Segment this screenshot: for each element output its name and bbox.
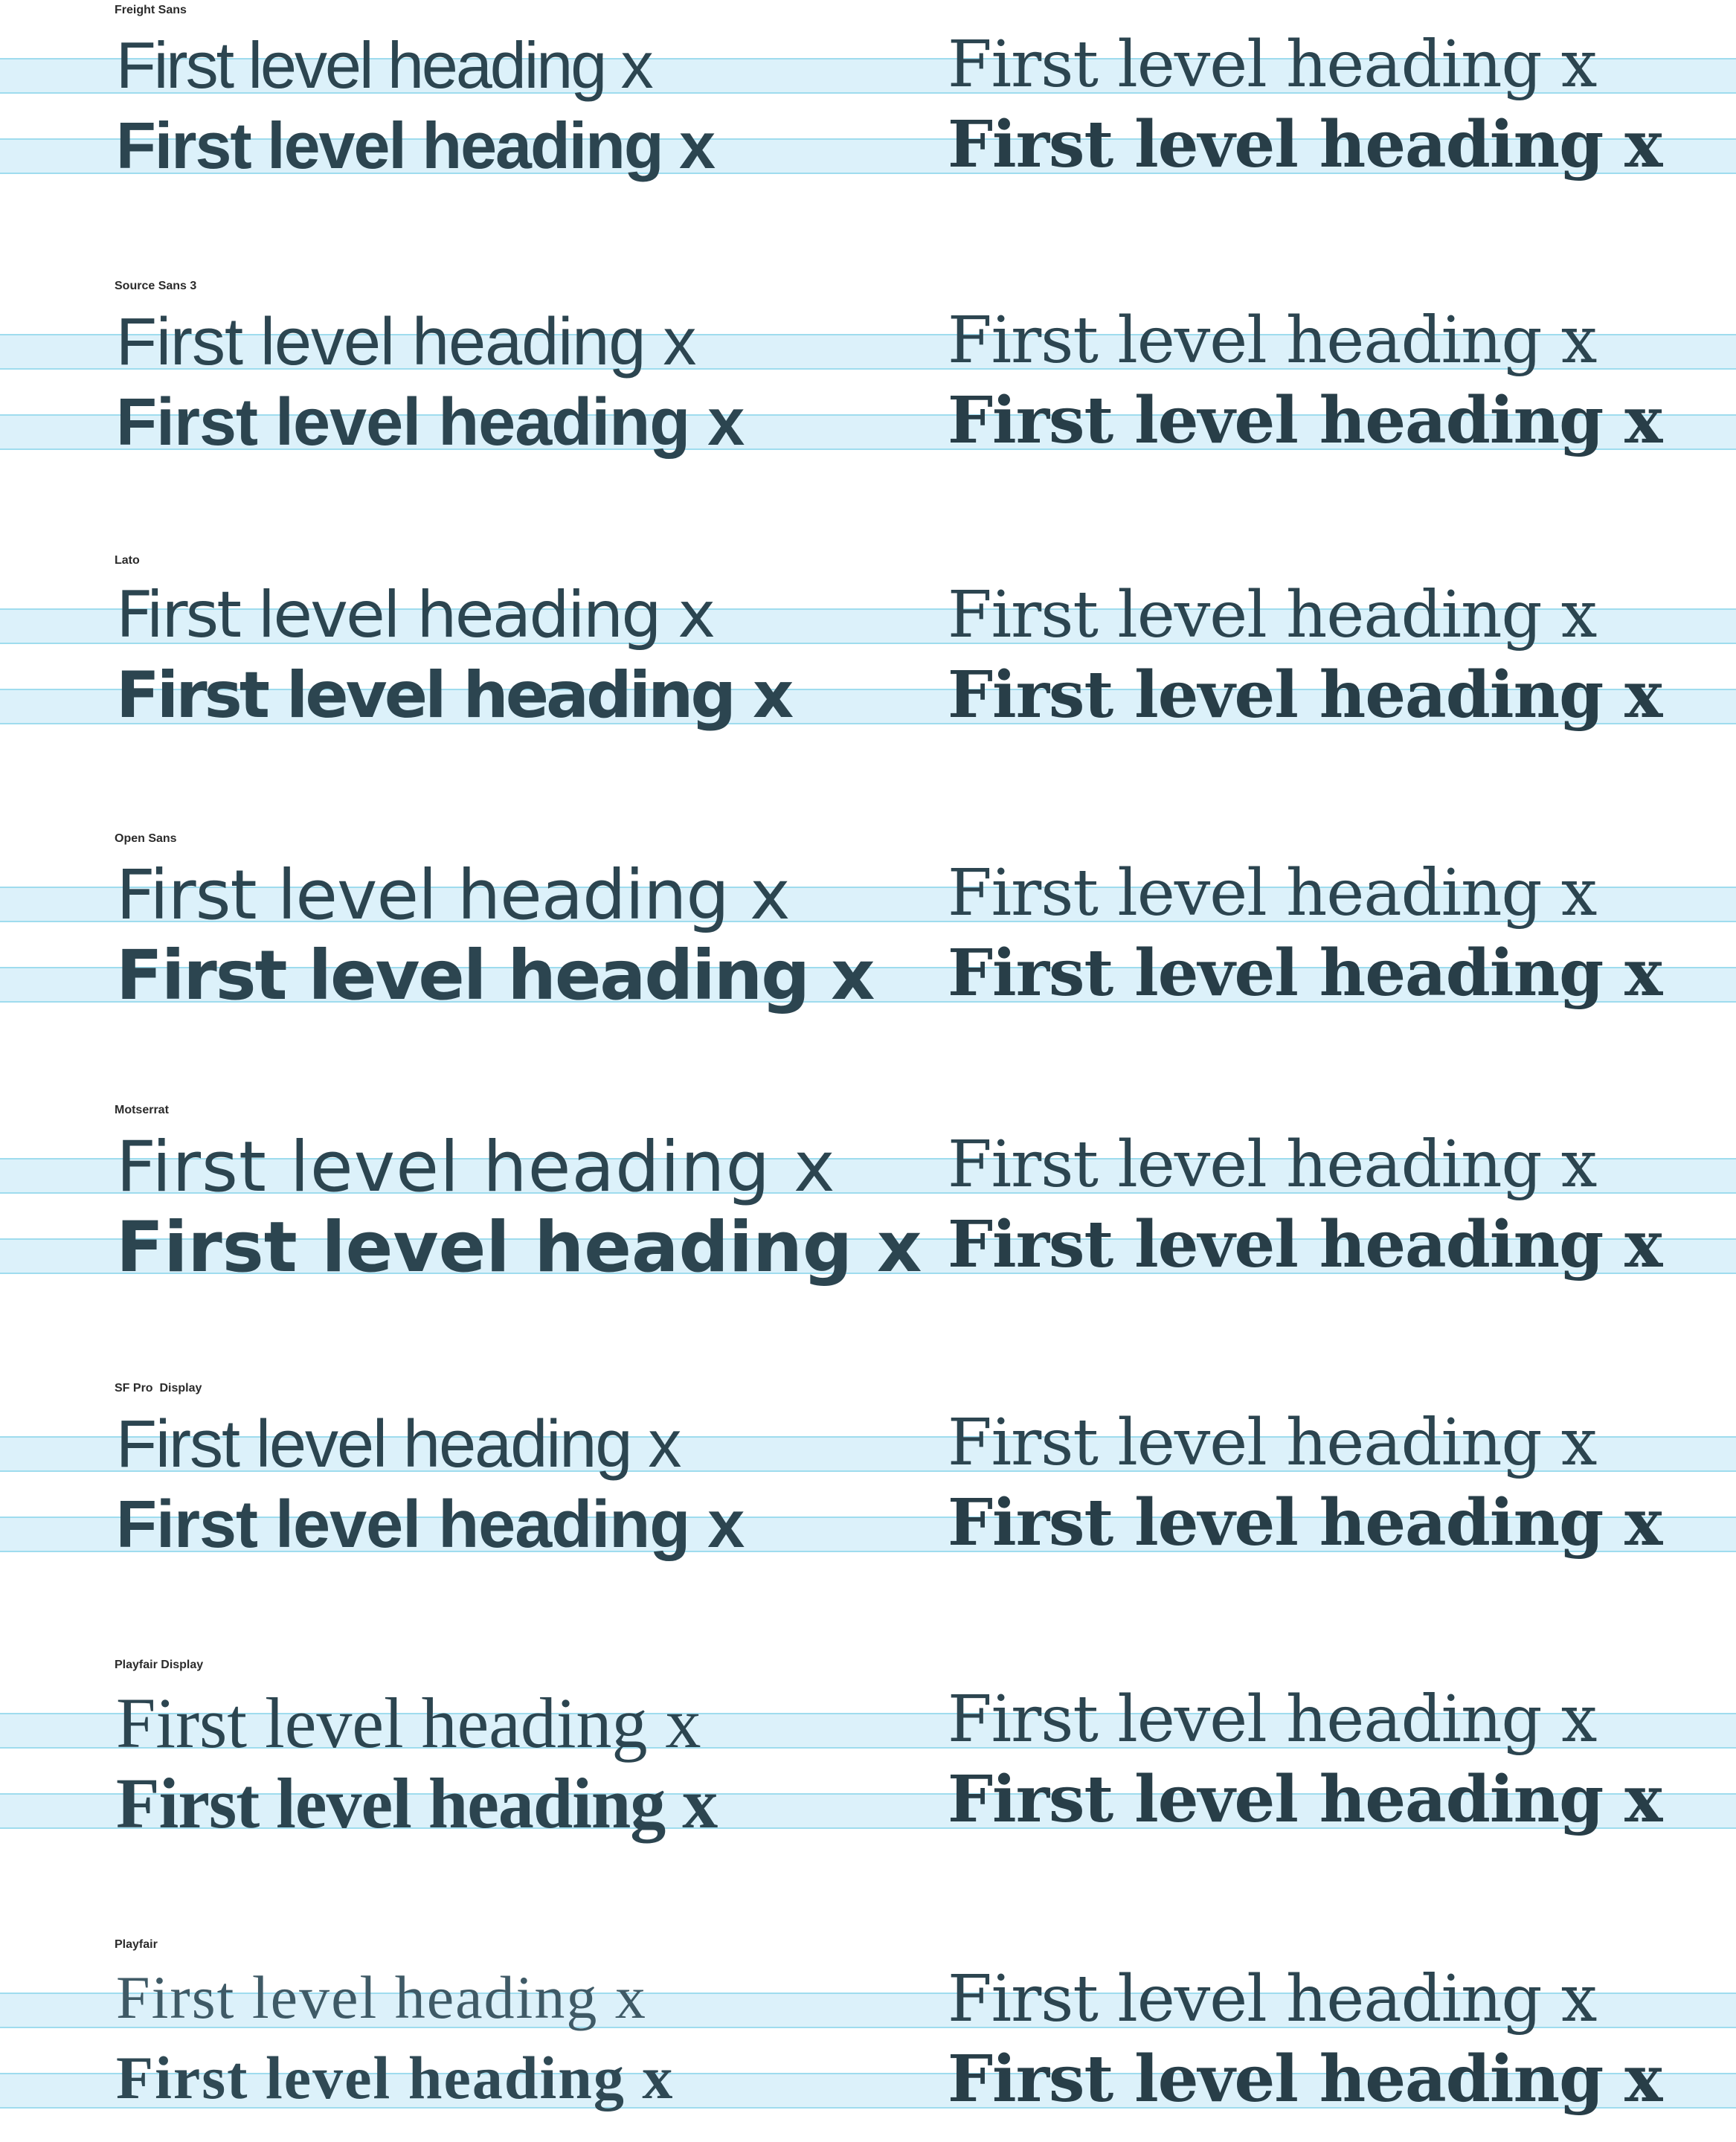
baseline-band <box>0 1436 1736 1472</box>
sample-heading-bold: First level heading x <box>116 1763 718 1843</box>
font-name-label: Playfair Display <box>115 1659 204 1671</box>
reference-heading-regular: First level heading x <box>948 28 1597 102</box>
font-section-open-sans: Open Sans First level heading x First le… <box>0 829 1736 1105</box>
reference-heading-regular: First level heading x <box>948 1682 1597 1757</box>
baseline-band <box>0 414 1736 450</box>
baseline-band <box>0 2073 1736 2109</box>
baseline-band <box>0 1517 1736 1552</box>
baseline-band <box>0 1238 1736 1274</box>
baseline-band <box>0 608 1736 644</box>
baseline-band <box>0 138 1736 174</box>
sample-heading-bold: First level heading x <box>116 109 716 182</box>
reference-heading-bold: First level heading x <box>948 383 1662 458</box>
sample-heading-regular: First level heading x <box>116 305 696 379</box>
sample-heading-regular: First level heading x <box>116 1964 647 2031</box>
sample-heading-bold: First level heading x <box>116 2044 675 2112</box>
reference-heading-bold: First level heading x <box>948 107 1662 182</box>
font-section-source-sans-3: Source Sans 3 First level heading x Firs… <box>0 276 1736 553</box>
font-name-label: Source Sans 3 <box>115 280 197 292</box>
reference-heading-bold: First level heading x <box>948 657 1662 733</box>
reference-heading-bold: First level heading x <box>948 2042 1662 2117</box>
reference-heading-regular: First level heading x <box>948 1128 1597 1202</box>
sample-heading-regular: First level heading x <box>116 28 654 102</box>
baseline-band <box>0 1713 1736 1749</box>
sample-heading-bold: First level heading x <box>116 658 794 733</box>
sample-heading-bold: First level heading x <box>116 936 875 1015</box>
sample-heading-regular: First level heading x <box>116 1127 836 1208</box>
sample-heading-regular: First level heading x <box>116 578 716 652</box>
font-name-label: Playfair <box>115 1938 158 1951</box>
reference-heading-bold: First level heading x <box>948 1207 1662 1282</box>
font-name-label: Open Sans <box>115 832 177 845</box>
baseline-band <box>0 58 1736 94</box>
reference-heading-regular: First level heading x <box>948 1962 1597 2036</box>
baseline-band <box>0 334 1736 370</box>
reference-heading-bold: First level heading x <box>948 936 1662 1011</box>
reference-heading-regular: First level heading x <box>948 303 1597 378</box>
baseline-band <box>0 1793 1736 1829</box>
font-name-label: Lato <box>115 554 140 567</box>
sample-heading-bold: First level heading x <box>116 1488 745 1562</box>
font-section-motserrat: Motserrat First level heading x First le… <box>0 1100 1736 1377</box>
baseline-band <box>0 1158 1736 1194</box>
reference-heading-regular: First level heading x <box>948 1406 1597 1480</box>
sample-heading-regular: First level heading x <box>116 1407 681 1482</box>
baseline-band <box>0 967 1736 1003</box>
reference-heading-bold: First level heading x <box>948 1762 1662 1837</box>
font-section-sf-pro-display: SF Pro Display First level heading x Fir… <box>0 1378 1736 1655</box>
sample-heading-regular: First level heading x <box>116 1683 701 1763</box>
sample-heading-bold: First level heading x <box>116 1207 922 1288</box>
font-name-label: Freight Sans <box>115 4 187 16</box>
reference-heading-bold: First level heading x <box>948 1485 1662 1560</box>
font-name-label: Motserrat <box>115 1104 169 1116</box>
font-section-playfair-display: Playfair Display First level heading x F… <box>0 1655 1736 1932</box>
font-section-lato: Lato First level heading x First level h… <box>0 550 1736 827</box>
sample-heading-regular: First level heading x <box>116 855 791 935</box>
font-section-freight-sans: Freight Sans First level heading x First… <box>0 0 1736 277</box>
baseline-band <box>0 887 1736 922</box>
font-section-playfair: Playfair First level heading x First lev… <box>0 1934 1736 2142</box>
baseline-band <box>0 1993 1736 2028</box>
sample-heading-bold: First level heading x <box>116 385 745 460</box>
font-name-label: SF Pro Display <box>115 1382 202 1395</box>
reference-heading-regular: First level heading x <box>948 856 1597 930</box>
reference-heading-regular: First level heading x <box>948 578 1597 652</box>
baseline-band <box>0 689 1736 724</box>
